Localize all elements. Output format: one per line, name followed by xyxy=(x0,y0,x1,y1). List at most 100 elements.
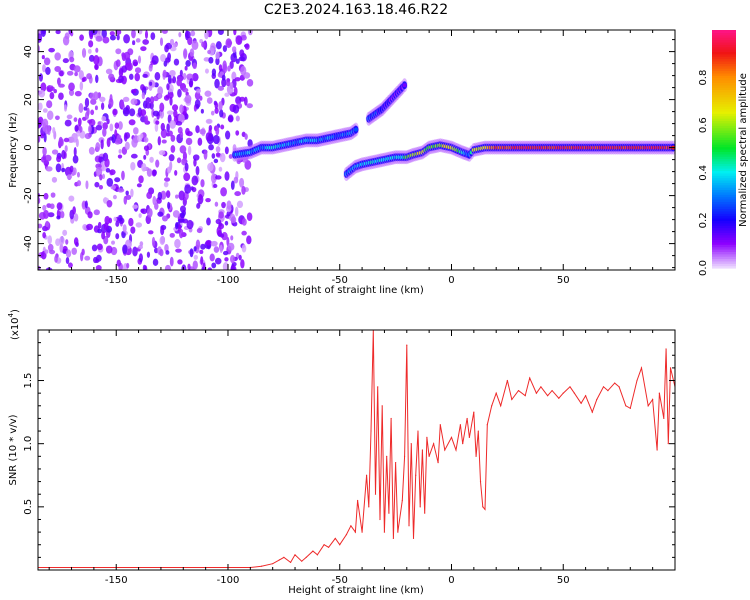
noise-blob xyxy=(74,90,82,97)
noise-blob xyxy=(227,242,235,251)
noise-blob xyxy=(154,247,159,254)
noise-blob xyxy=(170,145,176,153)
noise-blob xyxy=(68,82,75,91)
noise-blob xyxy=(115,48,122,55)
top-xlabel: Height of straight line (km) xyxy=(288,285,424,296)
noise-blob xyxy=(46,100,53,109)
colorbar-cell xyxy=(712,244,736,248)
snr-point xyxy=(484,508,486,510)
noise-blob xyxy=(47,243,54,252)
noise-blob xyxy=(55,238,61,246)
noise-blob xyxy=(42,231,46,239)
snr-point xyxy=(388,512,390,514)
noise-blob xyxy=(45,220,50,228)
colorbar-cell xyxy=(712,170,736,174)
noise-blob xyxy=(97,228,103,234)
noise-blob xyxy=(58,83,65,88)
noise-blob xyxy=(200,256,204,265)
top-ylabel: Frequency (Hz) xyxy=(8,112,19,188)
noise-blob xyxy=(204,90,212,97)
noise-blob xyxy=(169,120,176,129)
noise-blob xyxy=(44,154,52,162)
noise-blob xyxy=(208,56,214,64)
noise-blob xyxy=(101,231,106,240)
noise-blob xyxy=(102,122,108,130)
colorbar-cell xyxy=(712,251,736,255)
noise-blob xyxy=(150,32,156,40)
bottom-ytick-label: 1.0 xyxy=(23,436,34,452)
noise-blob xyxy=(203,149,208,160)
colorbar-cell xyxy=(712,120,736,124)
colorbar-cell xyxy=(712,258,736,262)
noise-blob xyxy=(143,137,149,143)
snr-point xyxy=(591,411,593,413)
noise-blob xyxy=(177,218,185,223)
noise-blob xyxy=(206,217,211,226)
snr-point xyxy=(479,480,482,483)
colorbar-cell xyxy=(712,189,736,193)
noise-blob xyxy=(43,132,47,143)
noise-blob xyxy=(244,159,252,170)
snr-point xyxy=(500,405,502,407)
noise-blob xyxy=(111,133,116,144)
noise-blob xyxy=(122,244,128,255)
bottom-xtick-label: 0 xyxy=(448,575,454,586)
snr-point xyxy=(437,462,439,464)
colorbar-cell xyxy=(712,65,736,69)
snr-point xyxy=(419,506,421,508)
colorbar-tick-label: 0.4 xyxy=(698,165,709,181)
noise-blob xyxy=(213,246,220,253)
snr-point xyxy=(361,531,363,533)
colorbar-cell xyxy=(712,84,736,88)
noise-blob xyxy=(194,91,201,100)
colorbar-cell xyxy=(712,108,736,112)
noise-blob xyxy=(44,124,50,135)
noise-blob xyxy=(111,240,116,245)
noise-blob xyxy=(114,138,122,145)
noise-blob xyxy=(121,52,126,58)
noise-blob xyxy=(160,53,167,62)
noise-blob xyxy=(42,64,46,73)
noise-blob xyxy=(224,92,230,97)
snr-point xyxy=(444,449,446,451)
noise-blob xyxy=(113,216,117,222)
noise-blob xyxy=(93,209,100,216)
noise-blob xyxy=(132,40,136,46)
top-ytick-label: -40 xyxy=(23,235,34,251)
colorbar-cell xyxy=(712,172,736,176)
noise-blob xyxy=(117,121,123,130)
noise-blob xyxy=(95,142,101,152)
snr-point xyxy=(316,554,318,556)
noise-blob xyxy=(118,149,122,154)
noise-blob xyxy=(55,30,61,35)
top-xtick-label: 50 xyxy=(557,275,570,286)
noise-blob xyxy=(185,127,190,136)
noise-blob xyxy=(220,187,227,197)
noise-blob xyxy=(101,116,107,122)
noise-blob xyxy=(101,173,106,179)
noise-blob xyxy=(42,209,49,220)
noise-blob xyxy=(220,124,225,130)
noise-blob xyxy=(118,75,124,83)
noise-blob xyxy=(184,184,192,194)
noise-blob xyxy=(221,78,227,88)
noise-blob xyxy=(184,162,189,172)
noise-blob xyxy=(106,118,110,125)
noise-blob xyxy=(206,97,213,104)
noise-blob xyxy=(38,223,43,229)
noise-blob xyxy=(181,264,187,270)
noise-blob xyxy=(87,48,92,54)
noise-blob xyxy=(230,254,236,264)
noise-blob xyxy=(88,125,92,134)
noise-blob xyxy=(212,134,220,145)
noise-blob xyxy=(164,44,169,53)
bottom-xtick-label: -100 xyxy=(217,575,240,586)
colorbar-cell xyxy=(712,156,736,160)
noise-blob xyxy=(137,55,142,64)
noise-blob xyxy=(218,64,223,72)
noise-blob xyxy=(215,125,220,136)
noise-blob xyxy=(58,136,63,147)
noise-blob xyxy=(130,188,134,198)
noise-blob xyxy=(90,109,95,116)
snr-point xyxy=(584,395,587,397)
